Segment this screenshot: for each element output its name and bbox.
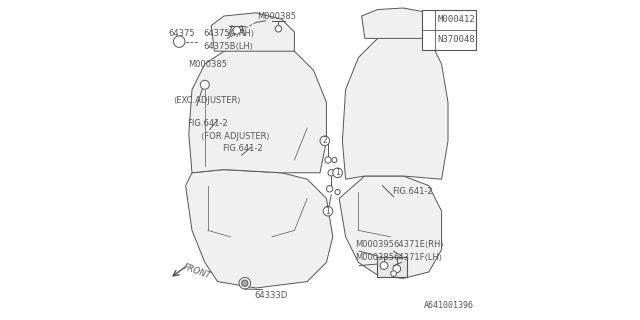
- Text: M000385: M000385: [258, 12, 296, 20]
- Text: 1: 1: [426, 15, 431, 24]
- Text: 64371F⟨LH⟩: 64371F⟨LH⟩: [393, 253, 442, 262]
- Text: 64375B⟨LH⟩: 64375B⟨LH⟩: [204, 42, 253, 51]
- FancyBboxPatch shape: [377, 257, 407, 277]
- Circle shape: [173, 36, 185, 47]
- Circle shape: [239, 277, 251, 289]
- FancyBboxPatch shape: [422, 10, 476, 50]
- Text: 2: 2: [426, 35, 431, 44]
- Text: 64371E⟨RH⟩: 64371E⟨RH⟩: [393, 240, 444, 249]
- Circle shape: [393, 265, 401, 273]
- Circle shape: [333, 168, 342, 178]
- Text: FIG.641-2: FIG.641-2: [392, 188, 433, 196]
- Polygon shape: [339, 176, 442, 278]
- Text: N370048: N370048: [438, 35, 476, 44]
- Text: ⟨FOR ADJUSTER⟩: ⟨FOR ADJUSTER⟩: [201, 132, 269, 140]
- Text: 64375: 64375: [168, 29, 195, 38]
- Circle shape: [328, 170, 335, 176]
- Polygon shape: [362, 8, 442, 38]
- Polygon shape: [211, 13, 294, 51]
- Text: M000412: M000412: [438, 15, 476, 24]
- Text: 1: 1: [335, 168, 340, 177]
- Text: M000385: M000385: [355, 253, 394, 262]
- Circle shape: [325, 157, 332, 163]
- Polygon shape: [186, 170, 333, 288]
- Circle shape: [332, 157, 337, 163]
- Circle shape: [233, 27, 241, 34]
- Circle shape: [326, 186, 333, 192]
- Text: FRONT: FRONT: [182, 263, 212, 281]
- Circle shape: [335, 189, 340, 195]
- Text: ⟨EXC.ADJUSTER⟩: ⟨EXC.ADJUSTER⟩: [173, 96, 241, 105]
- Text: A641001396: A641001396: [424, 301, 474, 310]
- Text: FIG.641-2: FIG.641-2: [187, 119, 228, 128]
- Text: M000385: M000385: [188, 60, 227, 68]
- Circle shape: [275, 26, 282, 32]
- Circle shape: [380, 262, 388, 269]
- Text: FIG.641-2: FIG.641-2: [223, 144, 263, 153]
- Polygon shape: [189, 45, 326, 173]
- Circle shape: [200, 80, 209, 89]
- Text: 2: 2: [323, 136, 327, 145]
- Circle shape: [424, 36, 433, 44]
- Polygon shape: [342, 32, 448, 179]
- Text: 1: 1: [326, 207, 330, 216]
- Circle shape: [390, 271, 397, 276]
- Circle shape: [323, 206, 333, 216]
- Text: 64375A⟨RH⟩: 64375A⟨RH⟩: [204, 29, 254, 38]
- Text: 64333D: 64333D: [254, 292, 287, 300]
- Circle shape: [424, 15, 433, 24]
- Circle shape: [320, 136, 330, 146]
- Circle shape: [242, 280, 248, 286]
- Text: M000395: M000395: [355, 240, 394, 249]
